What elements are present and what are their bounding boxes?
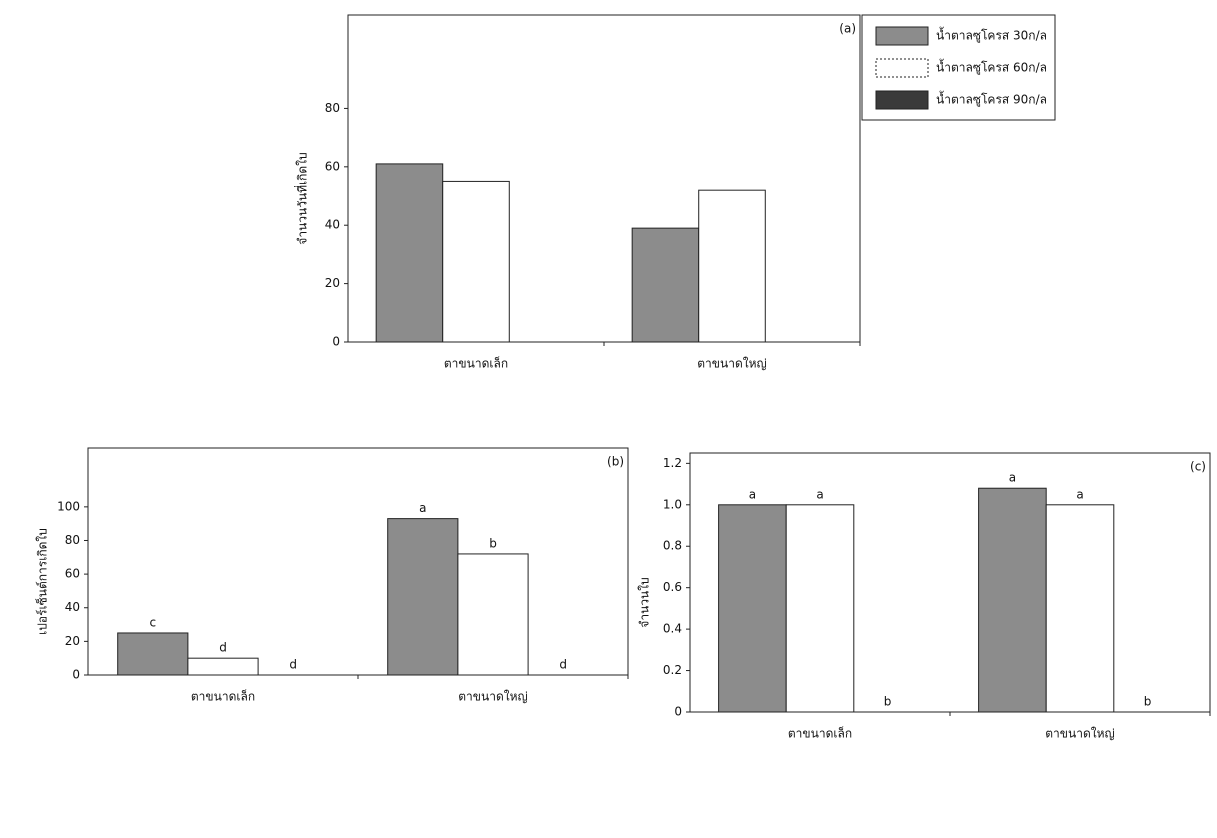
y-tick-label: 0 [72,668,80,682]
legend-swatch [876,27,928,45]
value-label: a [419,501,426,515]
bar [458,554,528,675]
y-tick-label: 100 [57,499,80,513]
y-tick-label: 20 [325,276,340,290]
y-tick-label: 0.6 [663,580,682,594]
bar [1046,505,1114,712]
bar [188,658,258,675]
bar [388,519,458,675]
legend-swatch [876,59,928,77]
y-axis-label: จำนวนใบ [638,577,652,627]
y-axis-label: จำนวนวันที่เกิดใบ [294,152,310,244]
y-axis-label: เปอร์เซ็นต์การเกิดใบ [35,528,50,635]
y-tick-label: 80 [325,101,340,115]
value-label: a [816,487,823,501]
x-tick-label: ตาขนาดเล็ก [444,356,508,371]
bar [979,488,1047,712]
x-tick-label: ตาขนาดเล็ก [191,689,255,704]
bar [118,633,188,675]
y-tick-label: 40 [65,600,80,614]
x-tick-label: ตาขนาดใหญ่ [458,690,527,704]
x-tick-label: ตาขนาดใหญ่ [1045,727,1114,741]
y-tick-label: 60 [65,567,80,581]
y-tick-label: 1.2 [663,456,682,470]
legend-label: น้ำตาลซูโครส 90ก/ล [936,91,1047,108]
legend-label: น้ำตาลซูโครส 30ก/ล [936,27,1047,44]
y-tick-label: 0 [674,705,682,719]
panel-label: (b) [607,455,624,469]
bar [719,505,787,712]
bar [699,190,766,342]
value-label: a [1076,487,1083,501]
y-tick-label: 40 [325,218,340,232]
panel-label: (c) [1190,460,1206,474]
bar [376,164,443,342]
value-label: b [884,695,892,709]
y-tick-label: 0 [332,335,340,349]
y-tick-label: 80 [65,533,80,547]
value-label: a [749,487,756,501]
y-tick-label: 1.0 [663,497,682,511]
y-tick-label: 20 [65,634,80,648]
y-tick-label: 0.4 [663,622,682,636]
page: (a)จำนวนวันที่เกิดใบ020406080ตาขนาดเล็กต… [0,0,1217,834]
value-label: c [149,615,156,629]
value-label: b [1144,695,1152,709]
y-tick-label: 0.8 [663,539,682,553]
y-tick-label: 0.2 [663,663,682,677]
bar [786,505,854,712]
value-label: b [489,536,497,550]
value-label: a [1009,471,1016,485]
x-tick-label: ตาขนาดใหญ่ [697,357,766,371]
y-tick-label: 60 [325,159,340,173]
bar [443,181,510,342]
value-label: d [219,641,227,655]
legend-swatch [876,91,928,109]
panel-label: (a) [839,22,856,36]
value-label: d [289,658,297,672]
legend-label: น้ำตาลซูโครส 60ก/ล [936,59,1047,76]
x-tick-label: ตาขนาดเล็ก [788,726,852,741]
bar [632,228,699,342]
value-label: d [559,658,567,672]
